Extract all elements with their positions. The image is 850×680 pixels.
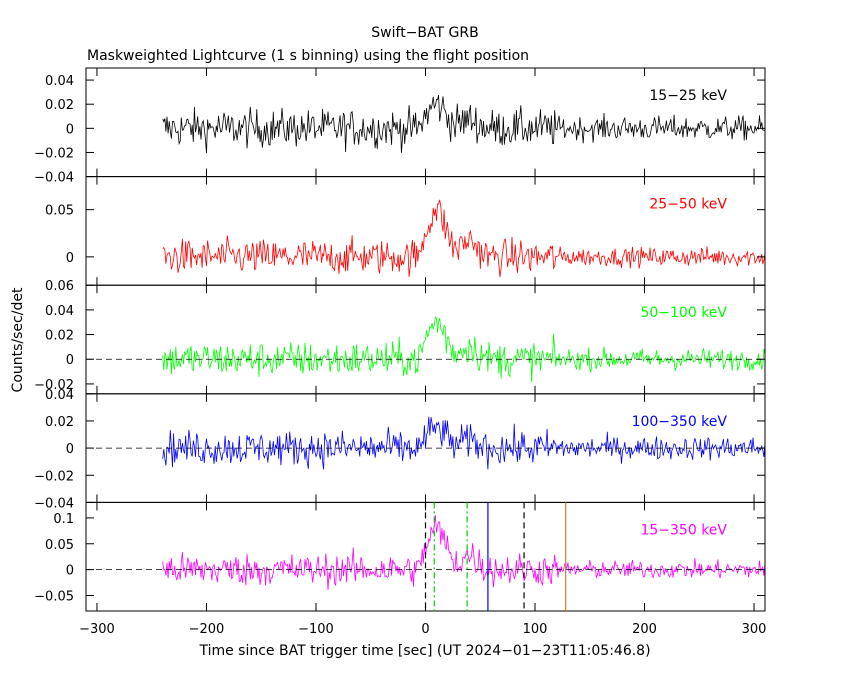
series-line-1 [162,95,765,154]
series-line-4 [162,416,765,470]
y-tick-label: 0 [66,353,74,368]
y-tick-label: 0 [66,122,74,137]
x-tick-label: −200 [189,622,225,637]
y-tick-label: 0 [66,564,74,579]
panel-frame [85,176,766,286]
panel-label: 25−50 keV [649,197,727,213]
y-tick-label: 0.02 [45,329,74,344]
series-line-3 [162,316,765,383]
panel-label: 15−350 keV [640,522,727,538]
y-tick-label: 0.06 [45,279,74,294]
y-tick-label: 0 [66,251,74,266]
panel-label: 50−100 keV [640,305,727,321]
panel-frame [85,67,766,178]
y-tick-label: −0.02 [34,378,74,393]
series-line-5 [162,515,765,590]
panel-4: −0.04 −0.02 0 0.02 0.04 100−350 keV [34,388,766,511]
series-line-2 [162,199,765,278]
y-tick-label: 0 [66,442,74,457]
y-tick-label: −0.04 [34,171,74,186]
y-tick-label: −0.02 [34,146,74,161]
y-axis-label: Counts/sec/det [10,287,26,392]
y-tick-label: 0.04 [45,74,74,89]
chart-subtitle: Maskweighted Lightcurve (1 s binning) us… [87,48,529,64]
x-axis: −300 −200 −100 0 100 200 300 [79,622,766,637]
y-tick-label: −0.05 [34,589,74,604]
x-tick-label: 100 [523,622,548,637]
y-tick-label: −0.02 [34,469,74,484]
y-tick-label: 0.04 [45,304,74,319]
x-tick-label: −100 [298,622,334,637]
panel-3: −0.02 0 0.02 0.04 0.06 50−100 keV [34,279,766,395]
y-tick-label: 0.02 [45,98,74,113]
x-tick-label: 200 [632,622,657,637]
y-tick-label: 0.02 [45,415,74,430]
y-tick-label: 0.04 [45,388,74,403]
y-tick-label: 0.1 [53,512,74,527]
x-tick-label: −300 [79,622,115,637]
panel-5: −0.05 0 0.05 0.1 15−350 keV [34,501,766,612]
panel-2: 0 0.05 25−50 keV [45,176,766,286]
x-tick-label: 0 [421,622,429,637]
y-tick-label: 0.05 [45,538,74,553]
y-tick-label: −0.04 [34,496,74,511]
panel-label: 100−350 keV [632,414,728,430]
panel-1: −0.04 −0.02 0 0.02 0.04 15−25 keV [34,67,766,186]
y-tick-label: 0.05 [45,204,74,219]
x-axis-label: Time since BAT trigger time [sec] (UT 20… [198,643,650,659]
x-tick-label: 300 [742,622,767,637]
panel-label: 15−25 keV [649,88,727,104]
panels-group: −0.04 −0.02 0 0.02 0.04 15−25 keV 0 0.05 25−50 k… [34,67,766,612]
chart-title: Swift−BAT GRB [371,25,478,41]
